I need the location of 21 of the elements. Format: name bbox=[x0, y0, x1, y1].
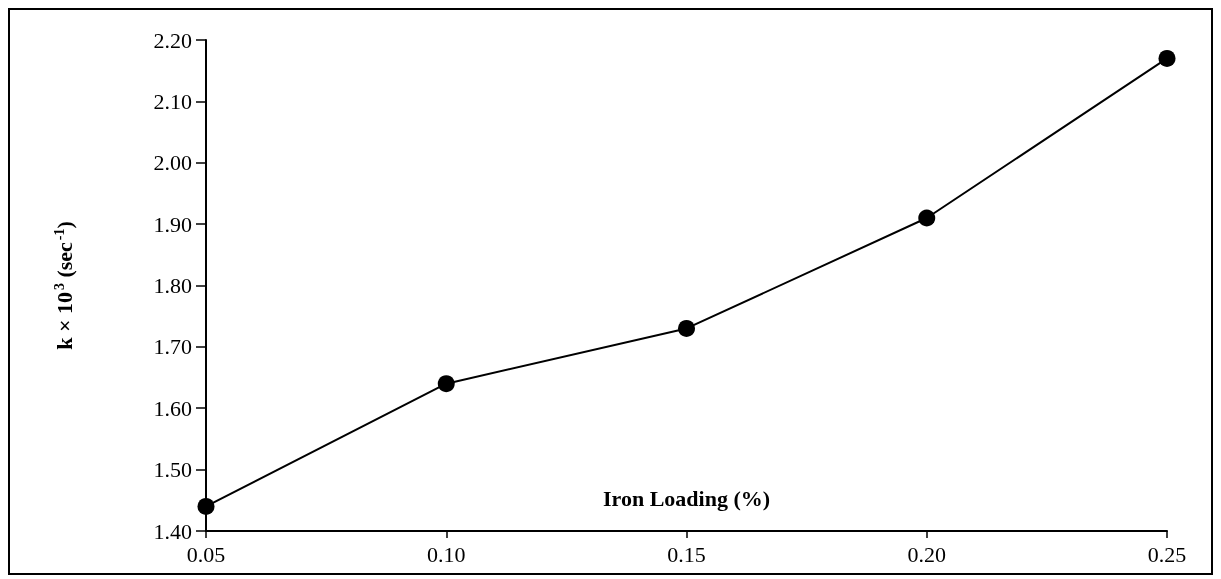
point bbox=[437, 375, 455, 393]
y-tick-label: 1.80 bbox=[153, 273, 192, 298]
y-tick-label: 1.40 bbox=[153, 518, 192, 544]
y-tick-label: 2.10 bbox=[153, 88, 192, 114]
x-tick-label: 0.20 bbox=[907, 541, 946, 567]
point bbox=[1158, 49, 1176, 67]
point bbox=[678, 319, 695, 337]
x-tick-label: 0.15 bbox=[667, 541, 706, 567]
y-tick-label: 1.60 bbox=[153, 395, 192, 421]
x-tick-label: 0.25 bbox=[1147, 541, 1187, 567]
point bbox=[918, 209, 936, 227]
y-tick-label: 2.20 bbox=[153, 27, 192, 53]
x-axis-title: Iron Loading (%) bbox=[602, 485, 771, 511]
x-tick-label: 0.10 bbox=[427, 541, 466, 567]
y-tick-label: 1.70 bbox=[153, 334, 192, 360]
y-axis-title: k × 103 (sec-1) bbox=[51, 221, 77, 350]
y-tick-label: 1.50 bbox=[153, 457, 192, 483]
y-tick-label: 2.00 bbox=[153, 150, 192, 176]
point bbox=[197, 497, 215, 515]
x-tick-label: 0.05 bbox=[186, 541, 226, 567]
y-tick-label: 1.90 bbox=[153, 211, 192, 237]
